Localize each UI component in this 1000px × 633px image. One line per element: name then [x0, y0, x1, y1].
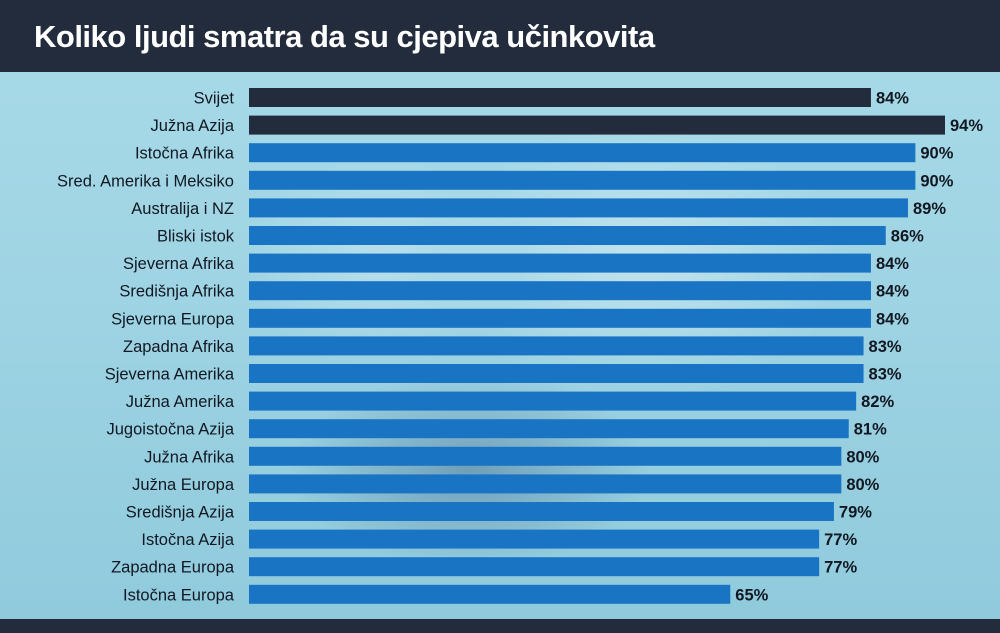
bar-15	[249, 502, 834, 521]
bar-3	[249, 170, 916, 190]
category-label: Sred. Amerika i Meksiko	[57, 172, 234, 190]
category-label: Južna Afrika	[144, 448, 235, 466]
value-label: 81%	[854, 421, 887, 439]
category-label: Južna Azija	[151, 117, 235, 135]
bar-18	[249, 584, 731, 604]
category-label: Zapadna Afrika	[123, 338, 235, 356]
bar-1	[249, 115, 945, 135]
header-bar: Koliko ljudi smatra da su cjepiva učinko…	[0, 0, 1000, 72]
bar-6	[249, 253, 871, 273]
value-label: 83%	[869, 338, 902, 356]
value-label: 80%	[846, 448, 879, 466]
bar-14	[249, 474, 842, 494]
value-label: 84%	[876, 283, 909, 301]
bar-2	[249, 143, 916, 163]
category-label: Središnja Azija	[126, 504, 235, 522]
category-label: Južna Europa	[132, 476, 235, 494]
value-label: 65%	[735, 586, 768, 604]
category-label: Jugoistočna Azija	[107, 421, 235, 439]
value-label: 90%	[920, 145, 953, 163]
bar-17	[249, 557, 820, 577]
category-label: Bliski istok	[157, 228, 235, 246]
value-label: 94%	[950, 117, 983, 135]
category-label: Svijet	[194, 90, 235, 108]
bar-8	[249, 308, 871, 328]
bar-7	[249, 281, 871, 301]
value-label: 86%	[891, 228, 924, 246]
value-label: 77%	[824, 559, 857, 577]
bar-0	[249, 88, 871, 107]
value-label: 82%	[861, 393, 894, 411]
category-label: Sjeverna Afrika	[123, 255, 235, 273]
value-label: 90%	[920, 172, 953, 190]
category-label: Istočna Europa	[123, 586, 235, 604]
category-label: Zapadna Europa	[111, 559, 235, 577]
category-label: Središnja Afrika	[119, 283, 234, 301]
bar-9	[249, 336, 864, 356]
value-label: 84%	[876, 310, 909, 328]
value-label: 79%	[839, 504, 872, 522]
bar-4	[249, 198, 908, 218]
value-label: 84%	[876, 90, 909, 108]
bar-10	[249, 364, 864, 383]
category-label: Sjeverna Europa	[111, 310, 235, 328]
category-label: Australija i NZ	[131, 200, 234, 218]
value-label: 80%	[846, 476, 879, 494]
category-label: Istočna Afrika	[135, 145, 235, 163]
category-label: Istočna Azija	[141, 531, 234, 549]
bar-13	[249, 446, 842, 466]
bar-12	[249, 419, 849, 439]
chart-title: Koliko ljudi smatra da su cjepiva učinko…	[34, 19, 655, 54]
value-label: 77%	[824, 531, 857, 549]
footer-bar	[0, 619, 1000, 633]
value-label: 89%	[913, 200, 946, 218]
category-label: Sjeverna Amerika	[105, 366, 235, 384]
bar-5	[249, 226, 886, 245]
value-label: 84%	[876, 255, 909, 273]
bar-16	[249, 529, 820, 549]
category-label: Južna Amerika	[126, 393, 235, 411]
value-label: 83%	[869, 366, 902, 384]
bar-11	[249, 391, 857, 411]
